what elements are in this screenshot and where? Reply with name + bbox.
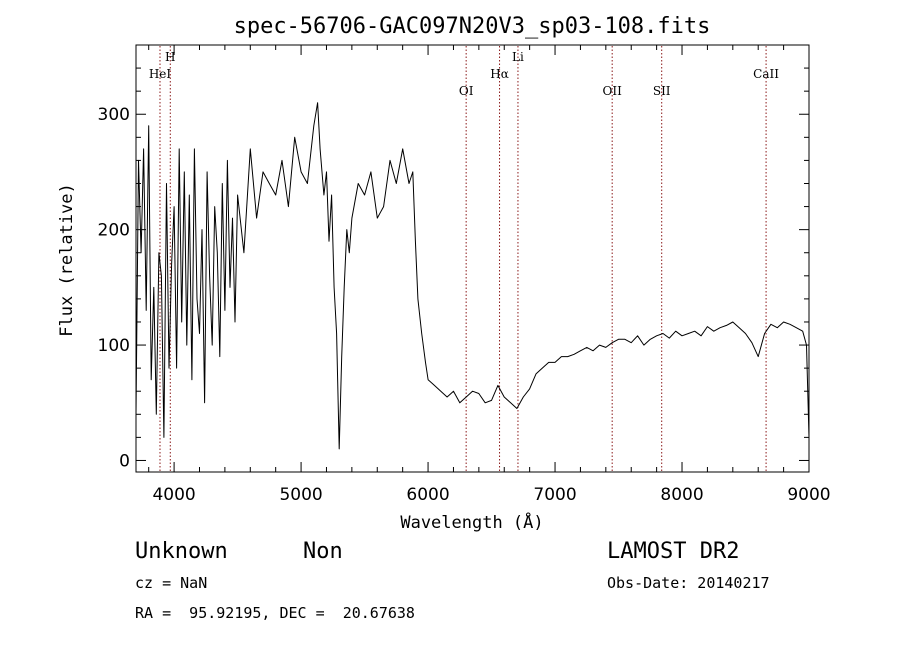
y-tick-label: 0 — [119, 451, 130, 471]
line-label-oii: OII — [603, 84, 623, 98]
coordinates: RA = 95.92195, DEC = 20.67638 — [135, 604, 415, 622]
y-tick-label: 200 — [98, 221, 130, 241]
y-axis-ticks: 0 100 200 300 — [98, 67, 809, 471]
survey-name: LAMOST DR2 — [607, 539, 740, 564]
x-axis-ticks: 4000 5000 6000 7000 8000 9000 — [148, 45, 831, 505]
x-tick-label: 4000 — [152, 485, 195, 505]
y-axis-label: Flux (relative) — [57, 183, 77, 337]
y-tick-label: 100 — [98, 336, 130, 356]
line-label-sii: SII — [653, 84, 671, 98]
y-tick-label: 300 — [98, 105, 130, 125]
x-tick-label: 9000 — [787, 485, 830, 505]
chart-title: spec-56706-GAC097N20V3_sp03-108.fits — [234, 14, 711, 39]
obs-date: Obs-Date: 20140217 — [607, 574, 770, 592]
x-axis-label: Wavelength (Å) — [400, 511, 543, 533]
x-tick-label: 8000 — [660, 485, 703, 505]
line-label-caii: CaII — [753, 67, 779, 81]
redshift-text: cz = NaN — [135, 574, 208, 592]
x-tick-label: 7000 — [533, 485, 576, 505]
spectrum-line — [135, 102, 810, 450]
x-tick-label: 5000 — [279, 485, 322, 505]
line-label-hα: Hα — [490, 67, 509, 81]
line-label-h: H — [165, 50, 175, 64]
object-subclass: Non — [303, 539, 343, 564]
line-label-li: Li — [512, 50, 524, 64]
object-class: Unknown — [135, 539, 228, 564]
line-label-oi: OI — [459, 84, 474, 98]
line-label-hei: HeI — [149, 67, 172, 81]
plot-frame — [135, 44, 810, 473]
x-tick-label: 6000 — [406, 485, 449, 505]
